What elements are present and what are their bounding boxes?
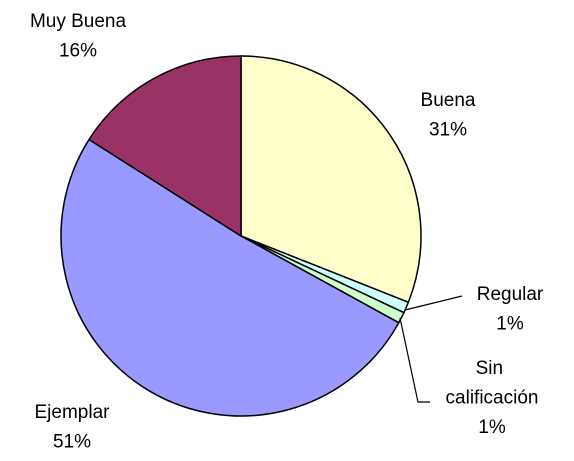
percent-label: 1% xyxy=(478,417,506,438)
pie-slice xyxy=(60,138,400,417)
slice-label: Sin calificación xyxy=(446,358,539,409)
pie-slice xyxy=(240,55,422,304)
percent-label: 16% xyxy=(59,41,97,62)
slice-label: Regular xyxy=(477,284,544,305)
slice-label: Ejemplar xyxy=(35,402,111,423)
slice-label: Buena xyxy=(421,90,476,111)
pie-slice xyxy=(87,55,242,238)
leader-line xyxy=(399,317,430,403)
percent-label: 51% xyxy=(53,432,91,453)
percent-label: 1% xyxy=(496,314,524,335)
leader-line xyxy=(404,295,463,311)
slice-label: Muy Buena xyxy=(30,11,127,32)
percent-label: 31% xyxy=(429,120,467,141)
